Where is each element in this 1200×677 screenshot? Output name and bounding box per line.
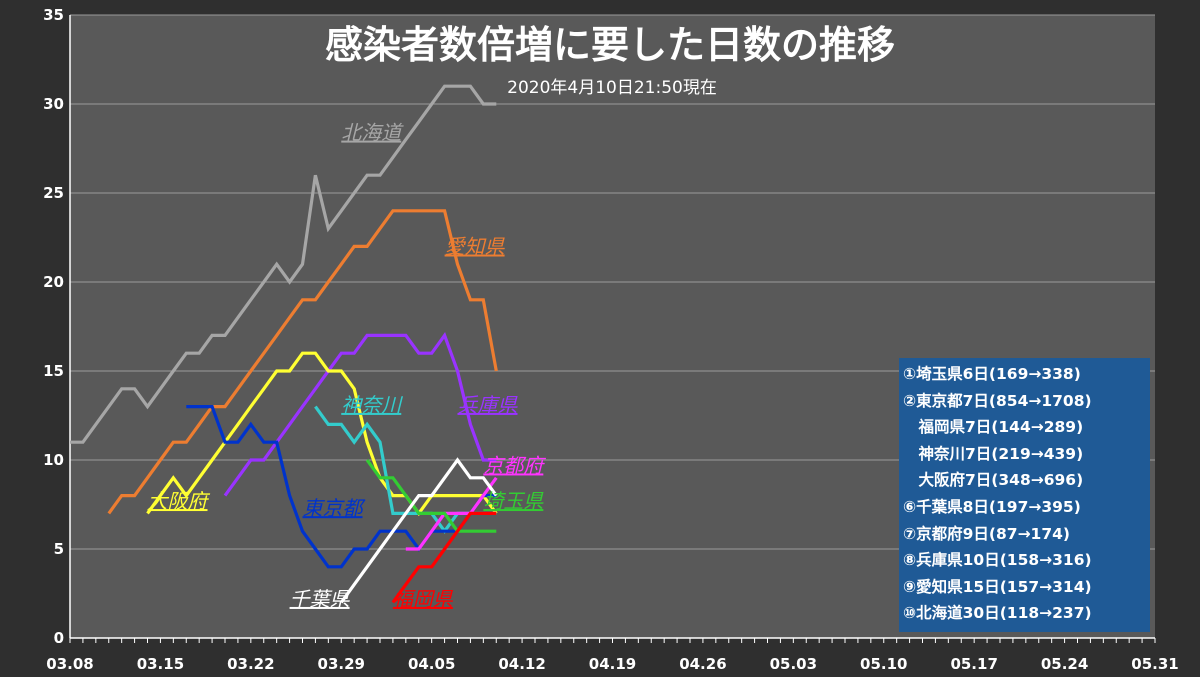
series-label-福岡県: 福岡県 [393, 587, 454, 611]
y-tick-label: 5 [54, 540, 64, 558]
chart-subtitle: 2020年4月10日21:50現在 [507, 78, 717, 98]
x-tick-label: 03.22 [227, 655, 274, 673]
x-tick-label: 04.05 [408, 655, 455, 673]
ranking-row: ⑦京都府9日(87→174) [903, 524, 1070, 543]
x-tick-label: 05.24 [1041, 655, 1088, 673]
series-line-千葉県 [340, 457, 498, 604]
y-tick-label: 0 [54, 629, 64, 647]
series-label-兵庫県: 兵庫県 [458, 393, 519, 417]
ranking-row: ①埼玉県6日(169→338) [903, 365, 1081, 383]
ranking-row: 神奈川7日(219→439) [903, 444, 1084, 463]
y-tick-label: 25 [43, 184, 64, 202]
x-tick-label: 05.17 [950, 655, 997, 673]
x-tick-label: 05.03 [770, 655, 817, 673]
x-tick-label: 05.31 [1131, 655, 1178, 673]
x-tick-label: 04.19 [589, 655, 636, 673]
axes: 0 5 10 15 20 25 30 35 03.08 03.15 03.22 03.29 04.05 0… [43, 6, 1179, 673]
ranking-row: 大阪府7日(348→696) [903, 471, 1084, 490]
x-tick-label: 03.08 [46, 655, 93, 673]
series-line-兵庫県 [223, 332, 497, 497]
series-line-北海道 [70, 84, 497, 444]
series-lines [70, 84, 498, 604]
y-tick-label: 20 [43, 273, 64, 291]
x-tick-label: 04.12 [498, 655, 545, 673]
x-tick-label: 03.29 [318, 655, 365, 673]
series-label-東京都: 東京都 [303, 496, 367, 520]
y-tick-label: 30 [43, 95, 64, 113]
series-line-東京都 [186, 405, 497, 569]
ranking-row: ⑥千葉県8日(197→395) [903, 497, 1081, 516]
series-label-神奈川: 神奈川 [341, 393, 403, 417]
ranking-legend: ①埼玉県6日(169→338) ②東京都7日(854→1708) 福岡県7日(14… [899, 358, 1150, 632]
x-tick-label: 04.26 [679, 655, 726, 673]
ranking-row: ⑨愛知県15日(157→314) [903, 577, 1092, 596]
series-line-愛知県 [107, 209, 498, 515]
series-label-埼玉県: 埼玉県 [483, 489, 544, 513]
series-label-千葉県: 千葉県 [290, 587, 351, 611]
chart-title: 感染者数倍増に要した日数の推移 [325, 23, 895, 67]
series-label-愛知県: 愛知県 [445, 235, 506, 259]
ranking-row: 福岡県7日(144→289) [903, 418, 1084, 437]
series-label-京都府: 京都府 [483, 453, 546, 477]
x-tick-label: 03.15 [137, 655, 184, 673]
x-tick-label: 05.10 [860, 655, 907, 673]
y-tick-label: 35 [43, 6, 64, 24]
series-line-埼玉県 [365, 459, 497, 533]
ranking-row: ②東京都7日(854→1708) [903, 391, 1092, 410]
ranking-row: ⑧兵庫県10日(158→316) [903, 551, 1092, 570]
y-tick-label: 15 [43, 362, 64, 380]
series-line-大阪府 [146, 351, 498, 517]
series-label-北海道: 北海道 [341, 121, 404, 145]
series-label-大阪府: 大阪府 [148, 489, 211, 513]
y-tick-label: 10 [43, 451, 64, 469]
series-line-福岡県 [391, 511, 497, 604]
series-line-京都府 [405, 476, 498, 551]
ranking-row: ⑩北海道30日(118→237) [903, 604, 1092, 623]
